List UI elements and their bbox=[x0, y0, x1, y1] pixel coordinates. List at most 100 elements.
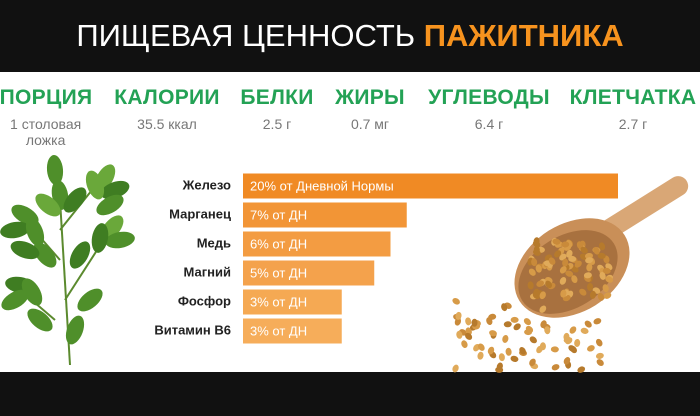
value-label: 7% от ДН bbox=[250, 207, 307, 222]
seed bbox=[529, 336, 537, 344]
seed bbox=[587, 345, 595, 352]
seed bbox=[503, 321, 512, 328]
seed bbox=[595, 352, 604, 359]
seed bbox=[529, 358, 536, 367]
seed bbox=[505, 347, 512, 356]
seed bbox=[487, 346, 495, 355]
seed bbox=[593, 318, 602, 325]
seed bbox=[545, 280, 552, 289]
seed bbox=[580, 327, 589, 334]
seed bbox=[477, 351, 484, 360]
seed bbox=[531, 258, 538, 267]
nutrition-value: 2.7 г bbox=[618, 116, 648, 132]
seed bbox=[489, 330, 497, 337]
bar bbox=[243, 318, 342, 344]
nutrition-item: БЕЛКИ 2.5 г bbox=[240, 86, 313, 132]
seed bbox=[585, 257, 594, 264]
leaf bbox=[35, 193, 61, 217]
seed bbox=[510, 316, 519, 323]
value-label: 6% от ДН bbox=[250, 236, 307, 251]
leaf bbox=[77, 288, 103, 312]
bar bbox=[243, 289, 342, 315]
seed bbox=[495, 366, 504, 373]
category-label: Магний bbox=[184, 264, 231, 279]
seed bbox=[550, 346, 559, 353]
seed bbox=[519, 347, 526, 355]
seed bbox=[595, 338, 603, 347]
seed-scoop-illustration bbox=[452, 176, 689, 373]
seed bbox=[568, 345, 576, 352]
footer-band bbox=[0, 372, 700, 416]
leaf bbox=[1, 289, 29, 311]
category-label: Фосфор bbox=[178, 293, 231, 308]
nutrition-value: 0.7 мг bbox=[350, 116, 390, 132]
seed bbox=[571, 275, 578, 284]
leaf bbox=[10, 240, 40, 260]
bar bbox=[243, 173, 618, 199]
seed bbox=[528, 268, 536, 276]
seed bbox=[598, 242, 606, 251]
nutrition-value: 1 столовая ложка bbox=[10, 116, 82, 148]
seed bbox=[574, 260, 582, 268]
seed bbox=[552, 238, 561, 245]
seed bbox=[580, 246, 588, 254]
nutrition-label: КАЛОРИИ bbox=[114, 86, 220, 109]
seed bbox=[455, 311, 462, 320]
nutrition-item: КЛЕТЧАТКА 2.7 г bbox=[570, 86, 697, 132]
bar bbox=[243, 202, 407, 228]
seed bbox=[488, 313, 497, 320]
leaf bbox=[85, 170, 105, 200]
seed bbox=[569, 326, 577, 334]
seed bbox=[464, 332, 473, 340]
seed bbox=[579, 288, 587, 296]
seed bbox=[565, 337, 573, 345]
seed bbox=[471, 318, 478, 327]
seed bbox=[510, 355, 519, 362]
leaf bbox=[25, 217, 45, 247]
seed bbox=[593, 246, 600, 255]
seed bbox=[603, 292, 612, 299]
seed bbox=[554, 250, 562, 258]
seed bbox=[536, 280, 544, 287]
seed bbox=[563, 357, 571, 365]
seed bbox=[548, 257, 556, 265]
seed bbox=[559, 266, 567, 274]
nutrition-label: ПОРЦИЯ bbox=[0, 86, 93, 109]
value-label: 3% от ДН bbox=[250, 323, 307, 338]
seed bbox=[583, 272, 592, 279]
seed bbox=[533, 249, 541, 256]
seed bbox=[527, 281, 534, 290]
seed bbox=[525, 325, 534, 333]
seed bbox=[559, 277, 567, 285]
bar bbox=[243, 260, 375, 286]
category-label: Железо bbox=[182, 177, 231, 192]
seed bbox=[536, 345, 543, 354]
nutrition-label: КЛЕТЧАТКА bbox=[569, 86, 697, 109]
seed bbox=[513, 323, 521, 331]
seed bbox=[562, 258, 569, 267]
seed bbox=[568, 255, 577, 262]
leaf bbox=[0, 221, 30, 239]
leaf bbox=[63, 187, 87, 213]
leaf bbox=[96, 194, 124, 216]
seed bbox=[539, 291, 546, 300]
nutrition-value: 6.4 г bbox=[474, 116, 504, 132]
value-label: 5% от ДН bbox=[250, 265, 307, 280]
bar-chart: Железо 20% от Дневной Нормы Марганец 7% от … bbox=[154, 173, 618, 344]
leaf bbox=[46, 155, 64, 185]
bar bbox=[243, 231, 391, 257]
nutrition-value: 35.5 ккал bbox=[137, 116, 197, 132]
seed bbox=[584, 320, 592, 328]
leaf bbox=[65, 315, 85, 345]
seed bbox=[539, 305, 547, 313]
seed bbox=[565, 270, 574, 277]
seed bbox=[605, 276, 614, 283]
seed bbox=[452, 297, 460, 305]
nutrition-value: 2.5 г bbox=[262, 116, 292, 132]
seed bbox=[465, 317, 472, 326]
seed bbox=[560, 289, 567, 298]
value-label: 20% от Дневной Нормы bbox=[250, 178, 394, 193]
seed bbox=[602, 284, 609, 293]
leaf bbox=[69, 241, 91, 269]
seed bbox=[544, 326, 551, 335]
